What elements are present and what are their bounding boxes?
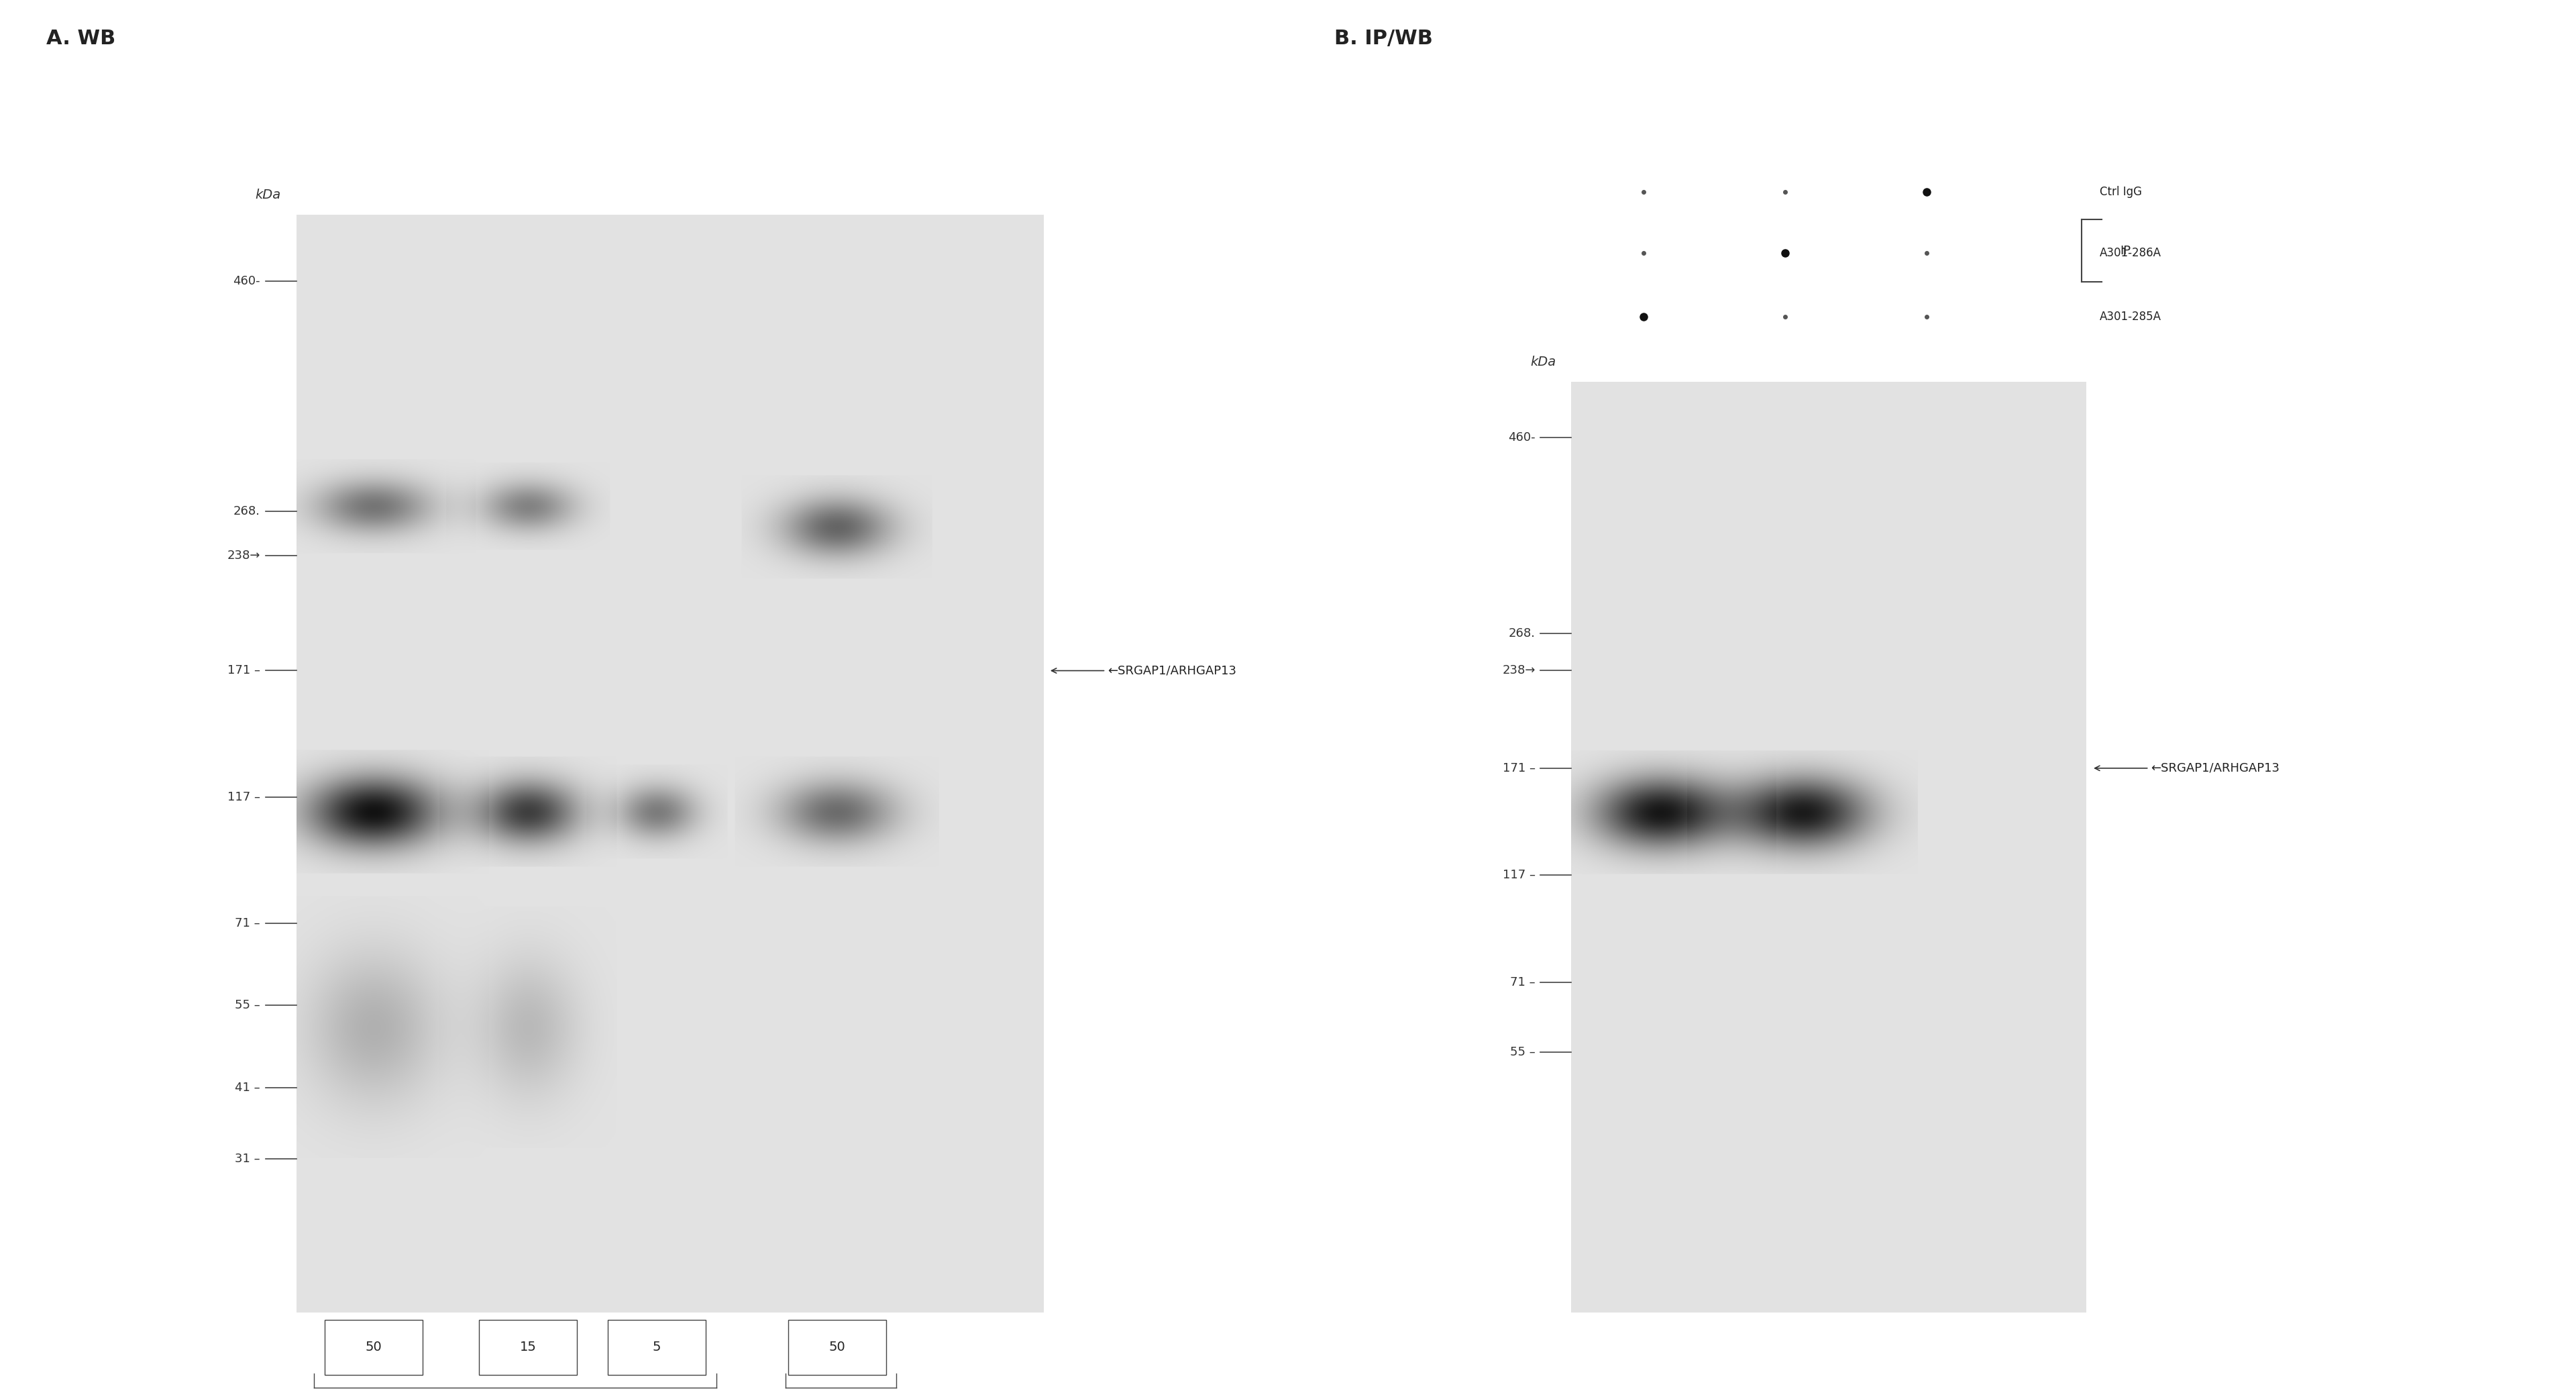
- Text: 171 –: 171 –: [1502, 763, 1535, 774]
- Text: Ctrl IgG: Ctrl IgG: [2099, 186, 2141, 197]
- Text: 5: 5: [652, 1340, 662, 1354]
- Text: B. IP/WB: B. IP/WB: [1334, 29, 1432, 49]
- Bar: [325, 1320, 422, 1375]
- Text: kDa: kDa: [255, 189, 281, 201]
- Text: A301-285A: A301-285A: [2099, 311, 2161, 322]
- Text: 117 –: 117 –: [227, 790, 260, 803]
- Text: 71 –: 71 –: [1510, 976, 1535, 988]
- Text: 50: 50: [366, 1340, 381, 1354]
- Text: A301-286A: A301-286A: [2099, 247, 2161, 258]
- Text: 31 –: 31 –: [234, 1153, 260, 1165]
- Text: 71 –: 71 –: [234, 917, 260, 929]
- Text: 460-: 460-: [1507, 432, 1535, 444]
- Text: 238→: 238→: [1502, 664, 1535, 676]
- Text: 55 –: 55 –: [1510, 1046, 1535, 1058]
- Text: IP: IP: [2120, 244, 2130, 257]
- Bar: [479, 1320, 577, 1375]
- Text: 50: 50: [829, 1340, 845, 1354]
- Text: 268.: 268.: [234, 506, 260, 518]
- Bar: [608, 1320, 706, 1375]
- Text: A. WB: A. WB: [46, 29, 116, 49]
- Text: 460-: 460-: [232, 275, 260, 288]
- Text: 15: 15: [520, 1340, 536, 1354]
- Text: ←SRGAP1/ARHGAP13: ←SRGAP1/ARHGAP13: [2094, 763, 2280, 774]
- Text: ←SRGAP1/ARHGAP13: ←SRGAP1/ARHGAP13: [1051, 665, 1236, 676]
- Text: 171 –: 171 –: [227, 665, 260, 676]
- Text: kDa: kDa: [1530, 356, 1556, 368]
- Text: 41 –: 41 –: [234, 1082, 260, 1093]
- Text: 238→: 238→: [227, 550, 260, 561]
- Text: 117 –: 117 –: [1502, 870, 1535, 881]
- Bar: [788, 1320, 886, 1375]
- Text: 55 –: 55 –: [234, 999, 260, 1011]
- Text: 268.: 268.: [1510, 628, 1535, 639]
